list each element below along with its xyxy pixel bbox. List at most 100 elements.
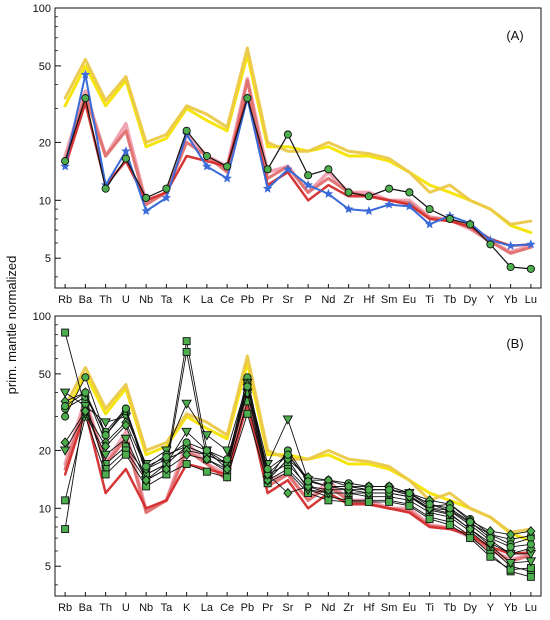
data-point-star xyxy=(141,205,151,216)
data-point-square xyxy=(344,497,353,506)
series-line-6 xyxy=(64,97,532,270)
x-tick-label-k: K xyxy=(183,602,191,614)
data-point-circle xyxy=(405,188,414,197)
panel-a: 5 10 20 50 100 Rb Ba Th U Nb Ta K La Ce Pb Pr Sr P Nd Zr Hf S… xyxy=(33,3,542,306)
series-line-4 xyxy=(63,402,533,556)
data-point-diamond xyxy=(263,475,273,486)
data-point-circle xyxy=(101,431,110,440)
data-point-circle xyxy=(263,465,272,474)
data-point-triangle xyxy=(505,558,516,569)
data-point-square xyxy=(202,467,211,476)
x-tick-label-u: U xyxy=(122,294,130,306)
x-tick-label-ce: Ce xyxy=(220,602,234,614)
x-tick-label-pb: Pb xyxy=(241,294,254,306)
x-tick-label-pr: Pr xyxy=(262,602,273,614)
data-point-circle xyxy=(405,489,414,498)
series-group xyxy=(60,46,536,273)
data-point-diamond xyxy=(80,405,90,417)
data-point-star xyxy=(262,183,273,193)
data-point-square xyxy=(526,572,535,581)
data-point-diamond xyxy=(161,463,171,475)
y-tick-label: 50 xyxy=(39,369,51,381)
x-tick-label-u: U xyxy=(122,602,130,614)
panel-label: (B) xyxy=(506,336,523,351)
data-point-star xyxy=(505,240,516,250)
data-point-circle xyxy=(182,438,191,447)
x-tick-label-ta: Ta xyxy=(161,294,174,306)
data-point-circle xyxy=(223,455,232,464)
data-point-star xyxy=(485,235,496,245)
series-group xyxy=(59,328,537,581)
x-tick-label-ba: Ba xyxy=(79,294,93,306)
x-tick-label-rb: Rb xyxy=(58,602,72,614)
y-tick-label: 10 xyxy=(39,503,51,515)
x-tick-label-k: K xyxy=(183,294,191,306)
series-line-1 xyxy=(63,354,533,534)
series-line-13 xyxy=(64,384,532,555)
data-point-diamond xyxy=(506,529,516,540)
data-point-circle xyxy=(506,542,515,551)
y-tick-label: 20 xyxy=(39,137,51,149)
series-line-5 xyxy=(64,332,532,572)
x-tick-label-th: Th xyxy=(99,294,112,306)
data-point-circle xyxy=(283,130,292,139)
data-point-diamond xyxy=(465,523,475,535)
y-tick-label: 5 xyxy=(45,561,51,573)
x-tick-label-rb: Rb xyxy=(58,294,72,306)
data-point-circle xyxy=(344,482,353,491)
data-point-star xyxy=(424,219,435,229)
data-point-circle xyxy=(526,264,535,273)
data-point-star xyxy=(161,192,172,202)
series-line-14 xyxy=(64,386,532,548)
data-point-star xyxy=(364,205,374,216)
data-point-circle xyxy=(162,452,171,461)
data-point-circle xyxy=(61,402,70,411)
x-tick-label-hf: Hf xyxy=(363,294,375,306)
data-point-star xyxy=(121,146,131,156)
data-point-star xyxy=(222,173,232,183)
data-point-circle xyxy=(81,388,90,397)
data-point-triangle xyxy=(282,415,294,425)
data-point-square xyxy=(121,450,130,459)
x-tick-label-tb: Tb xyxy=(443,602,456,614)
x-tick-label-la: La xyxy=(201,294,214,306)
data-point-circle xyxy=(263,165,272,174)
data-point-square xyxy=(486,552,495,561)
plot-frame xyxy=(54,7,542,289)
x-tick-label-sr: Sr xyxy=(282,294,293,306)
data-point-circle xyxy=(283,450,292,459)
data-point-triangle xyxy=(181,399,192,410)
data-point-triangle xyxy=(181,427,192,438)
y-tick-label: 100 xyxy=(33,311,51,323)
series-line-6 xyxy=(64,351,532,578)
x-tick-label-p: P xyxy=(304,294,311,306)
data-point-circle xyxy=(121,154,130,163)
x-tick-label-zr: Zr xyxy=(343,602,354,614)
x-tick-label-tb: Tb xyxy=(443,294,456,306)
data-point-circle xyxy=(385,184,394,193)
data-point-circle xyxy=(202,151,211,161)
data-point-circle xyxy=(202,446,211,455)
data-point-star xyxy=(526,239,536,249)
x-tick-label-sm: Sm xyxy=(381,602,398,614)
x-tick-label-eu: Eu xyxy=(403,294,416,306)
data-point-triangle xyxy=(525,557,537,567)
data-point-square xyxy=(425,515,434,523)
x-tick-label-nb: Nb xyxy=(139,602,153,614)
data-point-square xyxy=(182,348,191,356)
data-point-diamond xyxy=(526,526,536,537)
series-line-1 xyxy=(63,46,533,226)
data-point-diamond xyxy=(506,548,516,559)
data-point-square xyxy=(405,501,414,510)
x-tick-label-p: P xyxy=(304,602,311,614)
data-point-triangle xyxy=(120,434,132,445)
plot-frame xyxy=(54,315,542,597)
data-point-circle xyxy=(425,205,434,214)
data-point-circle xyxy=(142,193,151,202)
x-tick-label-ta: Ta xyxy=(161,602,174,614)
data-point-circle xyxy=(142,462,151,471)
panel-b: 5 10 20 50 100 Rb Ba Th U Nb Ta K La Ce Pb Pr Sr P Nd Zr Hf S… xyxy=(33,311,542,614)
data-point-square xyxy=(61,525,70,534)
panel-label: (A) xyxy=(506,28,523,43)
